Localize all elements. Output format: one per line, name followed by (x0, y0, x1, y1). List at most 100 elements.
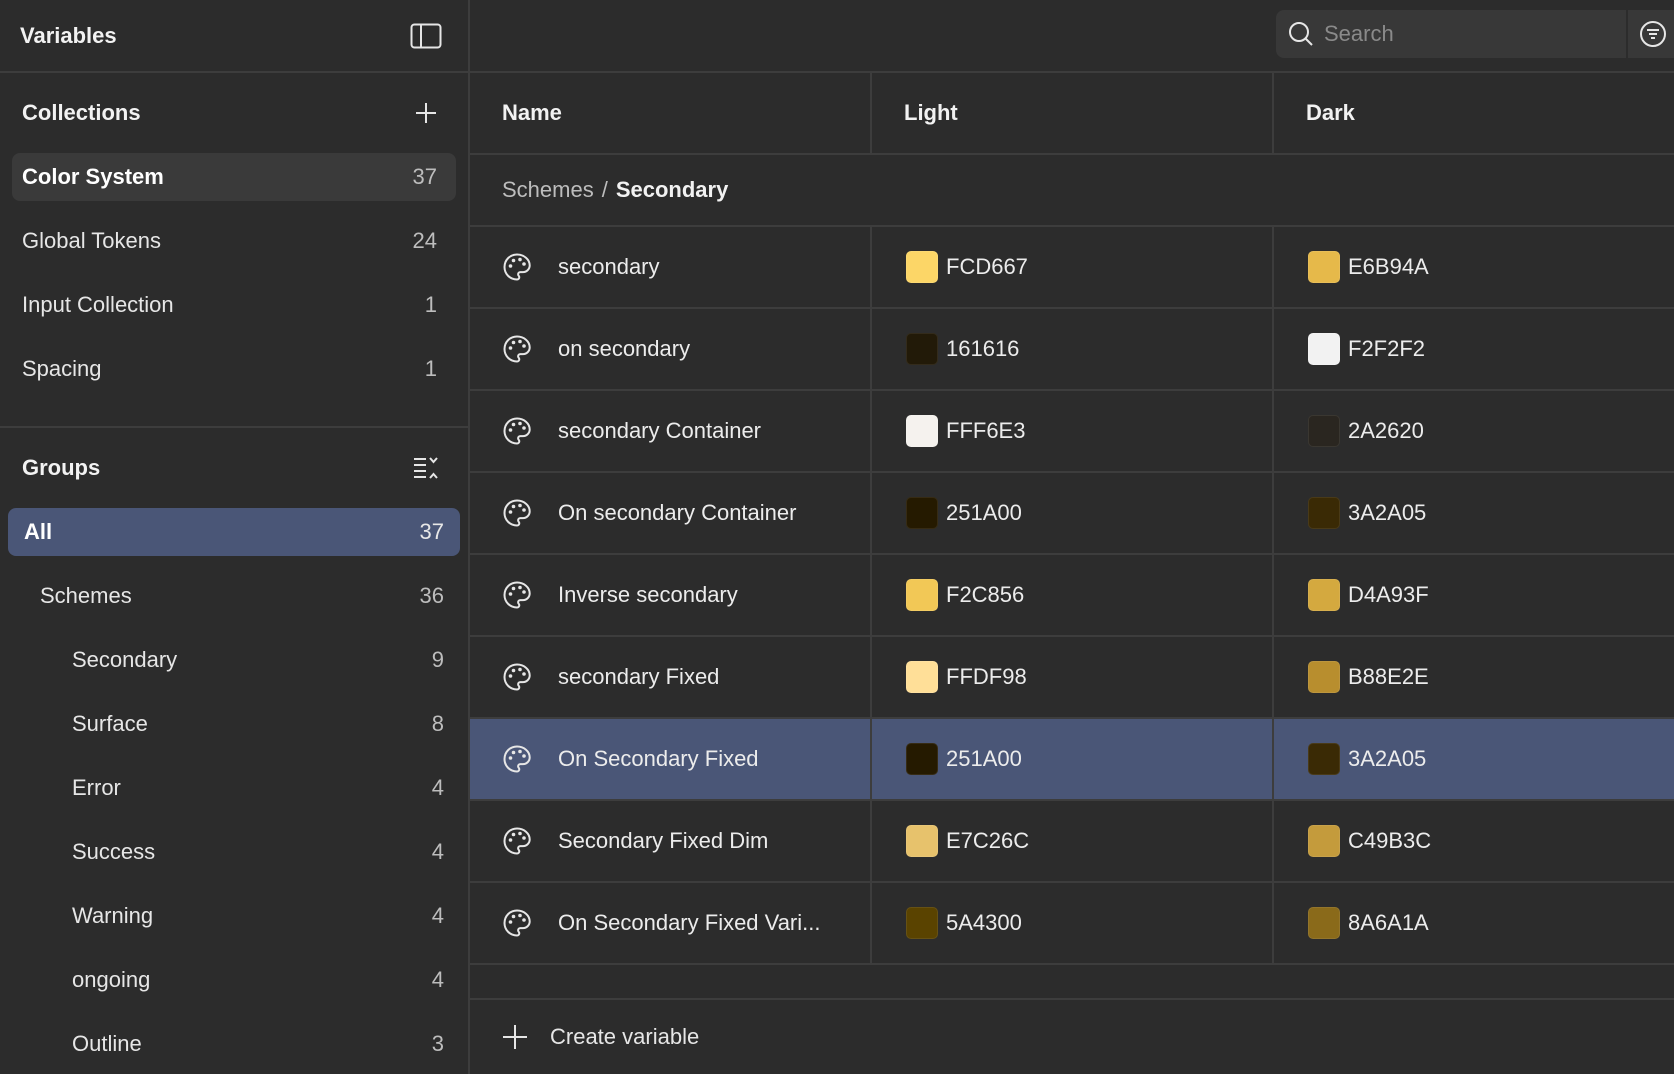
light-value-cell[interactable]: 251A00 (872, 473, 1274, 553)
column-header-name[interactable]: Name (470, 73, 872, 153)
group-label: Warning (72, 903, 154, 928)
variable-name-cell[interactable]: secondary (470, 227, 872, 307)
breadcrumb-separator: / (601, 177, 608, 202)
light-color-swatch[interactable] (906, 497, 938, 529)
light-value-cell[interactable]: 251A00 (872, 719, 1274, 799)
collection-label: Spacing (22, 356, 102, 381)
light-hex-value: 251A00 (946, 746, 1022, 771)
light-color-swatch[interactable] (906, 825, 938, 857)
light-color-swatch[interactable] (906, 661, 938, 693)
light-color-swatch[interactable] (906, 251, 938, 283)
dark-hex-value: 2A2620 (1348, 418, 1424, 443)
filter-button[interactable] (1628, 10, 1674, 58)
group-item[interactable]: Secondary 9 (8, 636, 460, 684)
column-header-dark[interactable]: Dark (1306, 100, 1355, 125)
collection-count: 1 (424, 292, 437, 317)
dark-value-cell[interactable]: F2F2F2 (1274, 309, 1674, 389)
group-item[interactable]: Outline 3 (8, 1020, 460, 1068)
dark-value-cell[interactable]: 3A2A05 (1274, 719, 1674, 799)
variable-row[interactable]: Inverse secondary F2C856 D4A93F (470, 555, 1674, 637)
light-color-swatch[interactable] (906, 333, 938, 365)
variable-row[interactable]: secondary FCD667 E6B94A (470, 227, 1674, 309)
group-count: 4 (431, 903, 444, 928)
variable-name-cell[interactable]: On Secondary Fixed Vari... (470, 883, 872, 963)
column-header-light[interactable]: Light (872, 73, 1274, 153)
panel-title: Variables (20, 22, 117, 48)
toggle-sidebar-button[interactable] (408, 18, 444, 54)
group-label: Success (72, 839, 156, 864)
dark-value-cell[interactable]: D4A93F (1274, 555, 1674, 635)
light-color-swatch[interactable] (906, 907, 938, 939)
dark-value-cell[interactable]: 2A2620 (1274, 391, 1674, 471)
dark-hex-value: 3A2A05 (1348, 746, 1427, 771)
palette-icon (502, 662, 532, 692)
variable-name-cell[interactable]: Inverse secondary (470, 555, 872, 635)
collections-header: Collections (0, 73, 468, 153)
variable-name: Inverse secondary (558, 582, 738, 607)
dark-value-cell[interactable]: 3A2A05 (1274, 473, 1674, 553)
light-value-cell[interactable]: 5A4300 (872, 883, 1274, 963)
variable-name-cell[interactable]: on secondary (470, 309, 872, 389)
dark-hex-value: C49B3C (1348, 828, 1432, 853)
collection-item[interactable]: Input Collection 1 (12, 281, 456, 329)
variable-name-cell[interactable]: On secondary Container (470, 473, 872, 553)
search-input[interactable] (1324, 21, 1604, 47)
variable-row[interactable]: Secondary Fixed Dim E7C26C C49B3C (470, 801, 1674, 883)
variable-row[interactable]: secondary Fixed FFDF98 B88E2E (470, 637, 1674, 719)
collection-item[interactable]: Global Tokens 24 (12, 217, 456, 265)
collection-count: 37 (412, 164, 437, 189)
variable-name: on secondary (558, 336, 691, 361)
light-value-cell[interactable]: F2C856 (872, 555, 1274, 635)
dark-value-cell[interactable]: E6B94A (1274, 227, 1674, 307)
variable-name-cell[interactable]: Secondary Fixed Dim (470, 801, 872, 881)
dark-color-swatch[interactable] (1308, 579, 1340, 611)
collection-item[interactable]: Spacing 1 (12, 345, 456, 393)
variable-row[interactable]: on secondary 161616 F2F2F2 (470, 309, 1674, 391)
dark-color-swatch[interactable] (1308, 415, 1340, 447)
group-label: All (24, 519, 53, 544)
add-collection-button[interactable] (408, 95, 444, 131)
variable-name-cell[interactable]: On Secondary Fixed (470, 719, 872, 799)
light-value-cell[interactable]: FCD667 (872, 227, 1274, 307)
dark-color-swatch[interactable] (1308, 825, 1340, 857)
group-item[interactable]: All 37 (8, 508, 460, 556)
variable-row[interactable]: On Secondary Fixed Vari... 5A4300 8A6A1A (470, 883, 1674, 965)
light-value-cell[interactable]: FFF6E3 (872, 391, 1274, 471)
table-header: Name Light Dark (470, 73, 1674, 155)
group-item[interactable]: ongoing 4 (8, 956, 460, 1004)
variable-row[interactable]: secondary Container FFF6E3 2A2620 (470, 391, 1674, 473)
light-color-swatch[interactable] (906, 415, 938, 447)
dark-color-swatch[interactable] (1308, 497, 1340, 529)
variable-name-cell[interactable]: secondary Container (470, 391, 872, 471)
group-item[interactable]: Success 4 (8, 828, 460, 876)
variable-row[interactable]: On Secondary Fixed 251A00 3A2A05 (470, 719, 1674, 801)
collection-label: Color System (22, 164, 164, 189)
collapse-groups-button[interactable] (408, 450, 444, 486)
dark-color-swatch[interactable] (1308, 743, 1340, 775)
dark-value-cell[interactable]: C49B3C (1274, 801, 1674, 881)
dark-value-cell[interactable]: 8A6A1A (1274, 883, 1674, 963)
variable-name-cell[interactable]: secondary Fixed (470, 637, 872, 717)
light-color-swatch[interactable] (906, 579, 938, 611)
variable-row[interactable]: On secondary Container 251A00 3A2A05 (470, 473, 1674, 555)
breadcrumb-parent[interactable]: Schemes (502, 177, 594, 202)
collection-item[interactable]: Color System 37 (12, 153, 456, 201)
light-color-swatch[interactable] (906, 743, 938, 775)
light-hex-value: 5A4300 (946, 910, 1022, 935)
group-item[interactable]: Warning 4 (8, 892, 460, 940)
group-item[interactable]: Schemes 36 (8, 572, 460, 620)
dark-color-swatch[interactable] (1308, 661, 1340, 693)
group-item[interactable]: Error 4 (8, 764, 460, 812)
variables-table-panel: Name Light Dark Schemes / Secondary seco… (470, 0, 1674, 1074)
light-value-cell[interactable]: E7C26C (872, 801, 1274, 881)
dark-value-cell[interactable]: B88E2E (1274, 637, 1674, 717)
light-value-cell[interactable]: 161616 (872, 309, 1274, 389)
dark-color-swatch[interactable] (1308, 333, 1340, 365)
dark-color-swatch[interactable] (1308, 251, 1340, 283)
search-box[interactable] (1276, 10, 1626, 58)
create-variable-button[interactable]: Create variable (470, 998, 1674, 1074)
group-item[interactable]: Surface 8 (8, 700, 460, 748)
group-count: 3 (431, 1031, 444, 1056)
light-value-cell[interactable]: FFDF98 (872, 637, 1274, 717)
dark-color-swatch[interactable] (1308, 907, 1340, 939)
